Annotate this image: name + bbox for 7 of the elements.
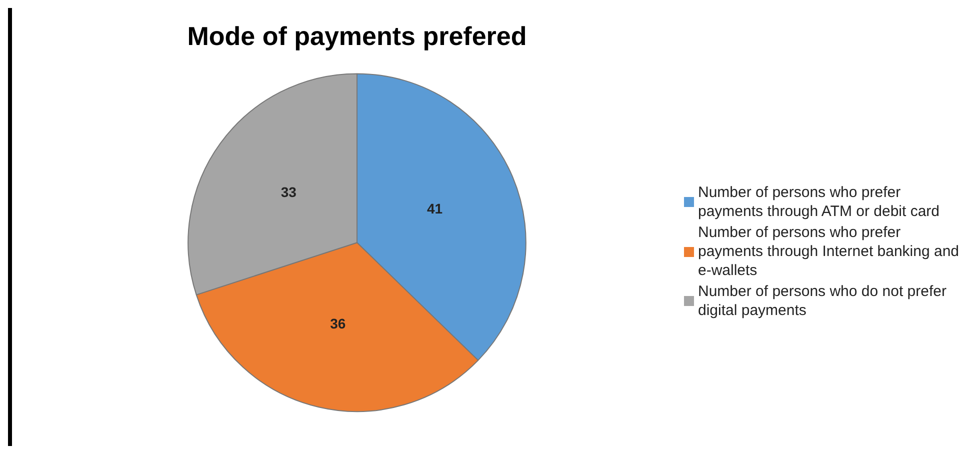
legend-label: Number of persons who prefer payments through ATM or debit card — [698, 183, 941, 221]
chart-title: Mode of payments prefered — [187, 20, 527, 51]
data-label: 41 — [427, 200, 443, 217]
legend-label: Number of persons who prefer payments through Internet banking and e-wallets — [698, 223, 960, 280]
legend-label: Number of persons who do not prefer digital payments — [698, 282, 948, 320]
data-label: 36 — [330, 316, 346, 332]
data-label: 33 — [280, 184, 297, 200]
